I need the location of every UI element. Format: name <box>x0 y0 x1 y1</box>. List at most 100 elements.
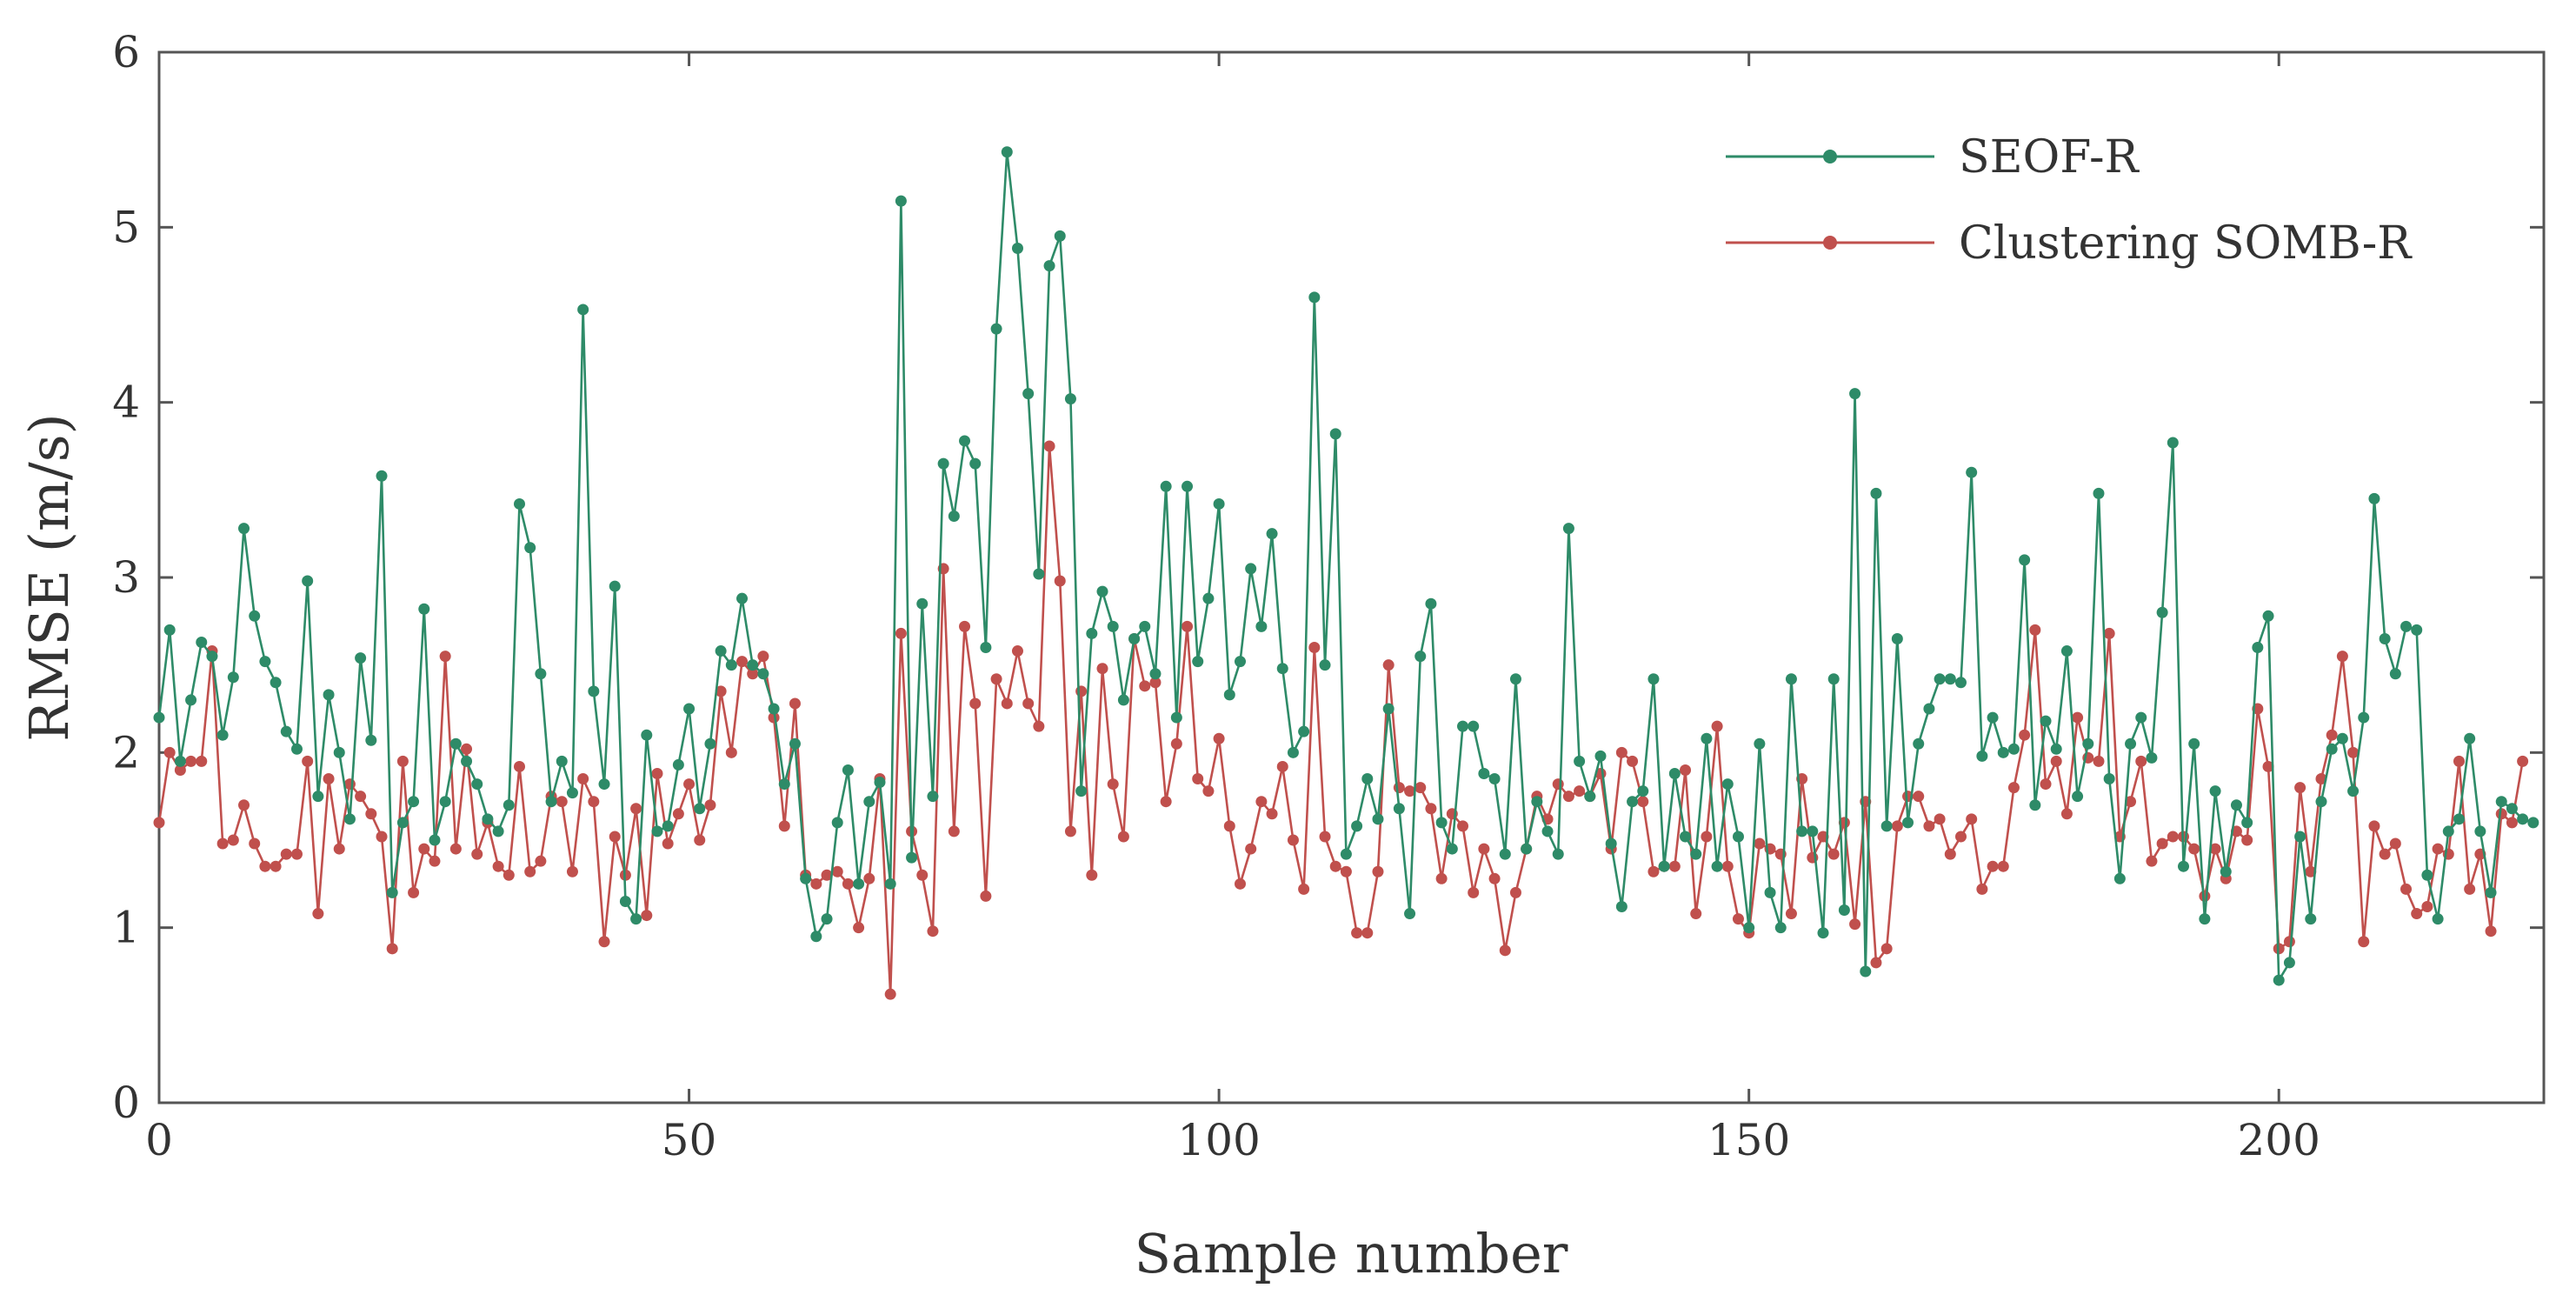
data-point-clustering-somb-r <box>1425 803 1437 815</box>
data-point-clustering-somb-r <box>1987 860 1999 872</box>
data-point-seof-r <box>1446 843 1458 855</box>
data-point-clustering-somb-r <box>1075 685 1088 697</box>
data-point-clustering-somb-r <box>1043 440 1055 452</box>
data-point-seof-r <box>259 656 271 668</box>
data-point-seof-r <box>418 603 430 615</box>
data-point-clustering-somb-r <box>2326 729 2338 741</box>
data-point-clustering-somb-r <box>2060 808 2073 820</box>
data-point-seof-r <box>1086 627 1098 639</box>
data-point-seof-r <box>1457 720 1469 732</box>
data-point-seof-r <box>1838 904 1850 917</box>
data-point-clustering-somb-r <box>1287 834 1299 846</box>
data-point-seof-r <box>1913 737 1925 750</box>
data-point-seof-r <box>1064 393 1076 405</box>
data-point-clustering-somb-r <box>1223 820 1235 832</box>
data-point-clustering-somb-r <box>1435 872 1448 884</box>
data-point-clustering-somb-r <box>249 838 261 850</box>
data-point-seof-r <box>927 791 939 803</box>
data-point-seof-r <box>853 878 865 890</box>
data-point-clustering-somb-r <box>1934 813 1946 825</box>
data-point-seof-r <box>1001 146 1013 158</box>
data-point-clustering-somb-r <box>1627 755 1639 767</box>
data-point-clustering-somb-r <box>641 910 653 922</box>
data-point-clustering-somb-r <box>959 620 971 632</box>
data-point-seof-r <box>2093 487 2105 499</box>
data-point-clustering-somb-r <box>1096 663 1108 675</box>
series-layer <box>153 146 2539 1000</box>
data-point-clustering-somb-r <box>174 764 186 776</box>
data-point-clustering-somb-r <box>449 843 462 855</box>
data-point-clustering-somb-r <box>683 778 696 791</box>
data-point-seof-r <box>1435 817 1448 829</box>
data-point-clustering-somb-r <box>725 746 737 758</box>
data-point-clustering-somb-r <box>1202 785 1215 797</box>
data-point-seof-r <box>1107 620 1119 632</box>
data-point-seof-r <box>2432 913 2444 925</box>
x-axis: 0 50 100 150 200 <box>145 52 2320 1165</box>
data-point-clustering-somb-r <box>1382 659 1395 671</box>
data-point-clustering-somb-r <box>1647 865 1660 878</box>
data-point-seof-r <box>545 796 557 808</box>
data-point-seof-r <box>1647 673 1660 685</box>
data-point-clustering-somb-r <box>2400 883 2413 895</box>
data-point-seof-r <box>1796 825 1808 838</box>
y-tick-label: 2 <box>112 727 140 777</box>
data-point-seof-r <box>471 778 483 791</box>
data-point-clustering-somb-r <box>566 865 578 878</box>
data-point-seof-r <box>461 755 473 767</box>
data-point-seof-r <box>1393 803 1405 815</box>
data-point-seof-r <box>725 659 737 671</box>
data-point-clustering-somb-r <box>662 838 674 850</box>
data-point-clustering-somb-r <box>2368 820 2380 832</box>
data-point-clustering-somb-r <box>1086 869 1098 881</box>
data-point-seof-r <box>831 817 843 829</box>
data-point-seof-r <box>2421 869 2433 881</box>
data-point-clustering-somb-r <box>1509 886 1521 898</box>
data-point-seof-r <box>959 435 971 447</box>
data-point-seof-r <box>736 592 749 604</box>
data-point-seof-r <box>556 755 568 767</box>
data-point-seof-r <box>1807 825 1819 838</box>
data-point-clustering-somb-r <box>736 656 749 668</box>
data-point-seof-r <box>2527 817 2539 829</box>
data-point-clustering-somb-r <box>704 799 716 811</box>
data-point-seof-r <box>280 725 292 737</box>
data-point-clustering-somb-r <box>778 820 790 832</box>
data-point-clustering-somb-r <box>1478 843 1490 855</box>
data-point-seof-r <box>1414 651 1427 663</box>
data-point-clustering-somb-r <box>2379 848 2391 860</box>
data-point-clustering-somb-r <box>216 838 229 850</box>
data-point-clustering-somb-r <box>1170 737 1182 750</box>
data-point-clustering-somb-r <box>895 627 907 639</box>
data-point-clustering-somb-r <box>842 878 854 890</box>
data-point-clustering-somb-r <box>2262 760 2274 772</box>
data-point-clustering-somb-r <box>1997 860 2009 872</box>
data-point-seof-r <box>747 659 759 671</box>
data-point-seof-r <box>174 755 186 767</box>
data-point-clustering-somb-r <box>1785 908 1797 920</box>
data-point-clustering-somb-r <box>2358 936 2370 948</box>
data-point-clustering-somb-r <box>2464 883 2476 895</box>
data-point-seof-r <box>757 668 769 680</box>
data-point-seof-r <box>1934 673 1946 685</box>
data-point-clustering-somb-r <box>1054 575 1066 587</box>
data-point-seof-r <box>2156 606 2168 618</box>
data-point-clustering-somb-r <box>2432 843 2444 855</box>
data-point-clustering-somb-r <box>2019 729 2031 741</box>
data-point-clustering-somb-r <box>1701 831 1713 843</box>
data-point-clustering-somb-r <box>1022 697 1035 710</box>
data-point-seof-r <box>2040 715 2052 727</box>
data-point-clustering-somb-r <box>2411 908 2423 920</box>
data-point-seof-r <box>916 597 929 610</box>
data-point-seof-r <box>1966 466 1978 478</box>
data-point-seof-r <box>1308 291 1321 304</box>
data-point-seof-r <box>1860 965 1872 978</box>
legend-label-seof-r: SEOF-R <box>1959 131 2140 184</box>
data-point-clustering-somb-r <box>1181 620 1194 632</box>
data-point-clustering-somb-r <box>1011 645 1023 657</box>
data-point-clustering-somb-r <box>1245 843 1257 855</box>
data-point-clustering-somb-r <box>1891 820 1903 832</box>
data-point-clustering-somb-r <box>396 755 409 767</box>
data-point-clustering-somb-r <box>1732 913 1744 925</box>
data-point-clustering-somb-r <box>2103 627 2115 639</box>
